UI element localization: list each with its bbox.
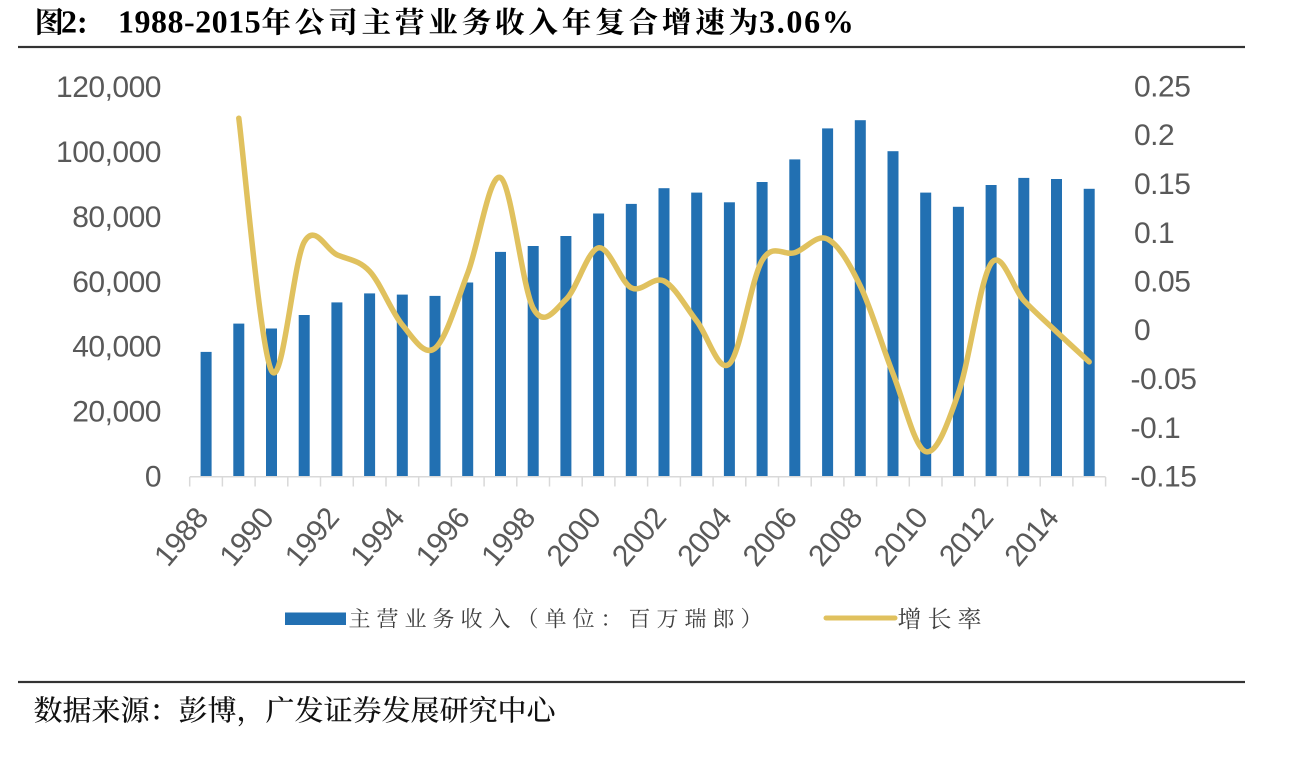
svg-text:80,000: 80,000: [72, 201, 161, 234]
svg-text:0.1: 0.1: [1134, 217, 1174, 250]
svg-text:20,000: 20,000: [72, 396, 161, 429]
svg-text:0.05: 0.05: [1134, 266, 1190, 299]
svg-text:0.2: 0.2: [1134, 119, 1174, 152]
svg-text:0: 0: [1134, 314, 1150, 347]
svg-text:-0.15: -0.15: [1131, 461, 1197, 494]
svg-text:0: 0: [145, 461, 161, 494]
svg-text:40,000: 40,000: [72, 331, 161, 364]
svg-text:120,000: 120,000: [56, 71, 161, 104]
svg-text:0.15: 0.15: [1134, 168, 1190, 201]
svg-text:0.25: 0.25: [1134, 71, 1190, 104]
svg-text:60,000: 60,000: [72, 266, 161, 299]
svg-text:-0.05: -0.05: [1131, 363, 1197, 396]
svg-text:100,000: 100,000: [56, 136, 161, 169]
svg-text:-0.1: -0.1: [1131, 412, 1181, 445]
